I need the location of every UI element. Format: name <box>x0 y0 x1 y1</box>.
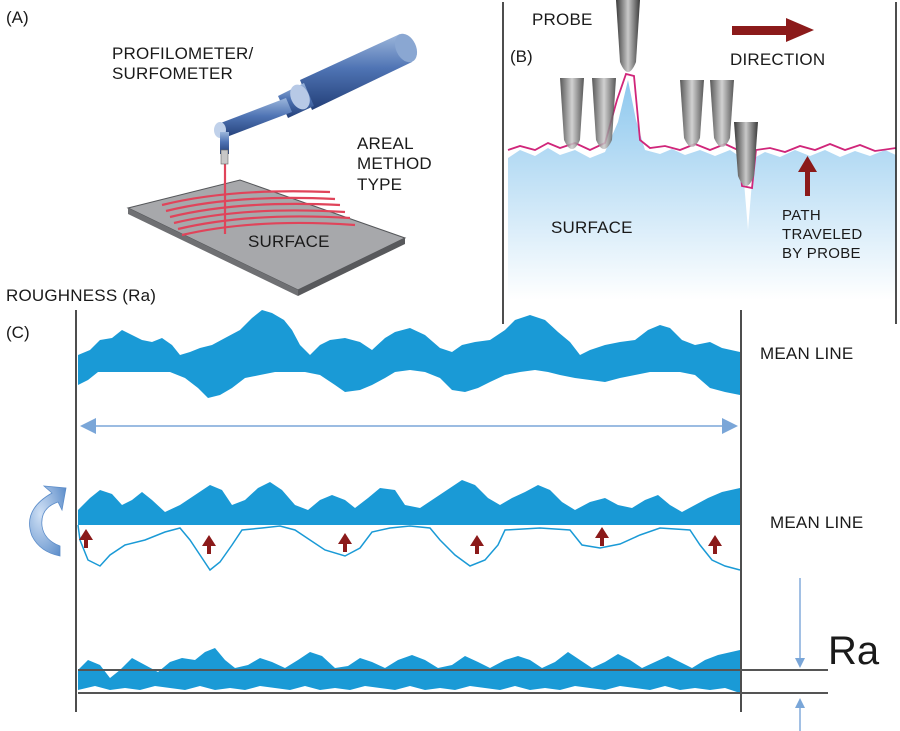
path-indicator-arrow-icon <box>798 156 817 196</box>
roughness-title: ROUGHNESS (Ra) <box>6 286 157 305</box>
ra-label: Ra <box>828 629 880 673</box>
areal-scan-lines <box>161 190 356 237</box>
profile-row-1 <box>78 310 740 398</box>
mean-line-label-2: MEAN LINE <box>770 513 864 532</box>
panel-a-label: (A) <box>6 8 29 27</box>
path-label: PATH TRAVELED BY PROBE <box>782 207 863 262</box>
roughness-panel <box>29 310 828 731</box>
probe-panel <box>502 0 897 324</box>
panel-b-surface-label: SURFACE <box>551 218 633 237</box>
method-label: AREAL METHOD TYPE <box>357 134 432 194</box>
probe-tips <box>560 0 758 186</box>
direction-arrow-icon <box>732 18 814 42</box>
profilometer-illustration <box>126 33 418 296</box>
mean-line-label-1: MEAN LINE <box>760 344 854 363</box>
rotation-arrow-icon <box>29 485 67 557</box>
panel-c-label: (C) <box>6 323 30 342</box>
profile-row-3 <box>78 648 828 694</box>
profile-row-2 <box>77 480 741 572</box>
flip-arrows-icons <box>79 527 722 554</box>
ra-dimension-arrows <box>795 578 805 731</box>
panel-b-label: (B) <box>510 47 533 66</box>
instrument-label: PROFILOMETER/ SURFOMETER <box>112 44 254 83</box>
direction-label: DIRECTION <box>730 50 826 69</box>
profilometer-body <box>214 33 418 165</box>
surface-body <box>508 80 896 300</box>
probe-label: PROBE <box>532 10 593 29</box>
panel-a-surface-label: SURFACE <box>248 232 330 251</box>
